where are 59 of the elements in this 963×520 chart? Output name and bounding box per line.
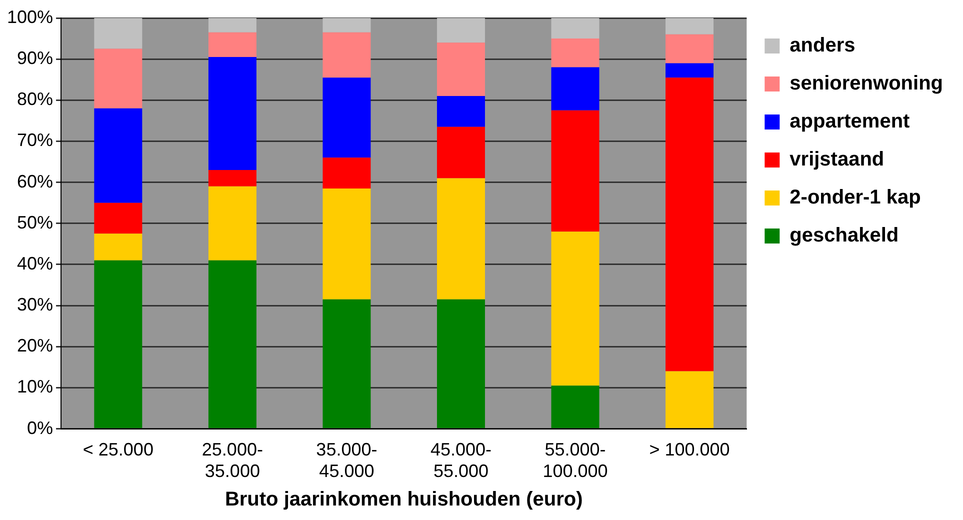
x-tick-label: 45.000- 55.000 <box>430 440 492 482</box>
bar <box>94 202 142 234</box>
x-tick-label: > 100.000 <box>649 440 730 460</box>
x-tick-label: 35.000- 45.000 <box>316 440 378 482</box>
y-tick-label: 50% <box>17 212 54 232</box>
legend-label: appartement <box>790 110 910 133</box>
y-tick-label: 80% <box>17 89 54 110</box>
bar <box>322 78 371 158</box>
bar <box>94 18 142 49</box>
y-tick-label: 40% <box>17 253 54 274</box>
bar <box>436 178 485 300</box>
bar <box>94 234 142 260</box>
bar <box>208 186 256 260</box>
bar <box>94 260 142 428</box>
legend-label: vrijstaand <box>790 148 884 171</box>
legend-label: 2-onder-1 kap <box>790 186 921 209</box>
bar <box>208 170 256 186</box>
y-tick-label: 20% <box>17 336 54 356</box>
bar <box>436 18 485 43</box>
bar <box>94 108 142 203</box>
bar <box>208 32 256 58</box>
x-tick-label: 55.000- 100.000 <box>542 440 608 482</box>
x-tick-label: 25.000- 35.000 <box>202 440 263 482</box>
bar <box>322 32 371 78</box>
bar <box>551 38 600 68</box>
x-axis-title: Bruto jaarinkomen huishouden (euro) <box>224 488 583 511</box>
bar <box>551 386 600 428</box>
bar <box>208 260 256 428</box>
bar <box>436 96 485 127</box>
bar <box>551 110 600 232</box>
bar <box>322 188 371 300</box>
bar <box>322 158 371 188</box>
y-tick-label: 10% <box>17 376 54 397</box>
bar <box>666 34 714 64</box>
bar <box>436 126 485 178</box>
bar <box>666 78 714 372</box>
y-tick-label: 100% <box>6 6 54 27</box>
bar <box>436 299 485 428</box>
bar <box>666 18 714 34</box>
bar <box>208 57 256 170</box>
bar <box>208 18 256 32</box>
legend-label: anders <box>790 34 856 57</box>
y-tick-label: 0% <box>27 418 54 438</box>
y-tick-label: 30% <box>17 294 54 315</box>
legend-label: seniorenwoning <box>790 72 944 95</box>
bar <box>551 232 600 386</box>
y-tick-label: 60% <box>17 171 54 192</box>
x-tick-label: < 25.000 <box>82 440 154 460</box>
y-tick-label: 90% <box>17 48 54 68</box>
bar <box>666 63 714 78</box>
y-tick-label: 70% <box>17 130 54 150</box>
bar <box>551 18 600 39</box>
bar <box>94 48 142 108</box>
bar <box>666 371 714 428</box>
bar <box>436 42 485 96</box>
bar <box>322 18 371 32</box>
bar <box>551 67 600 110</box>
bar <box>322 299 371 428</box>
legend-label: geschakeld <box>790 224 899 247</box>
